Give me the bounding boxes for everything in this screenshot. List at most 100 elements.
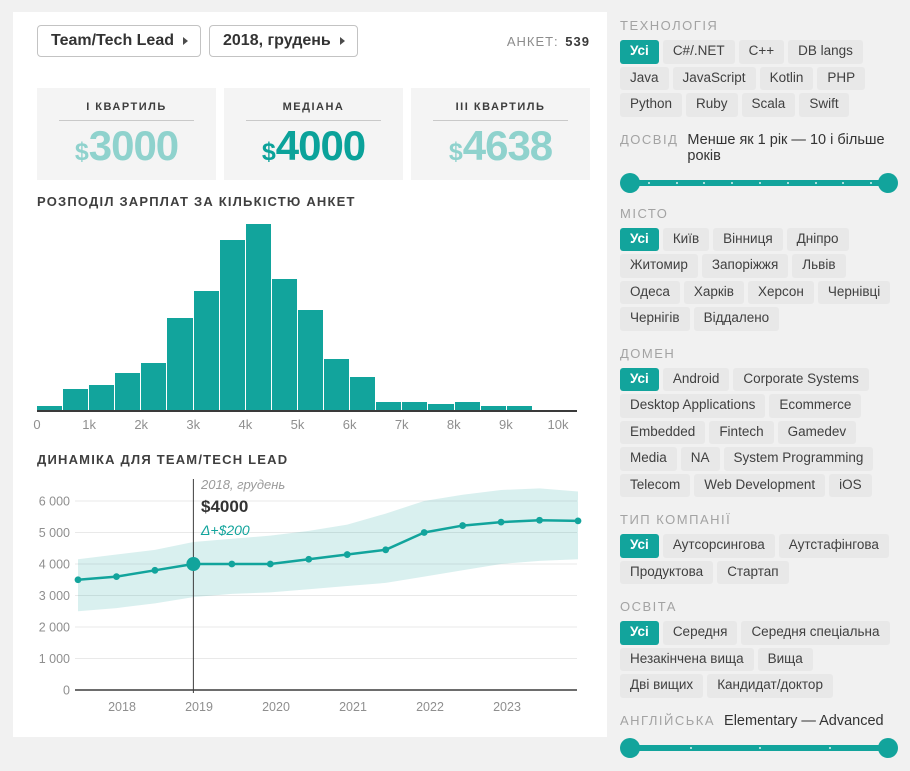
filter-chip[interactable]: C++ bbox=[738, 40, 785, 64]
filter-chip[interactable]: Незакінчена вища bbox=[620, 647, 754, 672]
y-axis-label: 4 000 bbox=[39, 558, 70, 572]
filter-chip[interactable]: Київ bbox=[662, 227, 710, 252]
data-point[interactable] bbox=[113, 573, 120, 581]
stat-label: ІІІ КВАРТИЛЬ bbox=[433, 101, 568, 121]
filter-chip[interactable]: Embedded bbox=[620, 420, 706, 445]
histogram-bar[interactable] bbox=[428, 404, 454, 411]
category-dropdown[interactable]: Team/Tech Lead bbox=[37, 24, 201, 58]
filter-chip[interactable]: Дві вищих bbox=[620, 674, 704, 698]
histogram-bar[interactable] bbox=[350, 376, 376, 411]
filter-chip[interactable]: DB langs bbox=[788, 40, 863, 64]
filter-chip[interactable]: Стартап bbox=[717, 560, 789, 585]
filter-chip-selected[interactable]: Усі bbox=[620, 621, 659, 645]
filter-chip[interactable]: Fintech bbox=[709, 420, 774, 445]
histogram-bar[interactable] bbox=[506, 406, 532, 411]
filter-chip[interactable]: Desktop Applications bbox=[620, 394, 766, 418]
filter-chip-selected[interactable]: Усі bbox=[620, 40, 659, 64]
histogram-bar[interactable] bbox=[297, 310, 324, 411]
data-point[interactable] bbox=[420, 529, 428, 536]
filter-chip[interactable]: Web Development bbox=[694, 473, 826, 498]
data-point[interactable] bbox=[459, 522, 467, 530]
histogram-bar[interactable] bbox=[37, 406, 63, 411]
stat-value: $4000 bbox=[261, 122, 366, 169]
filter-chip[interactable]: Дніпро bbox=[786, 227, 849, 252]
data-point[interactable] bbox=[305, 555, 313, 563]
filter-chip[interactable]: Аутстафінгова bbox=[778, 534, 889, 558]
filter-chip[interactable]: Кандидат/доктор bbox=[707, 674, 833, 698]
filter-chip[interactable]: JavaScript bbox=[672, 66, 756, 91]
data-point[interactable] bbox=[382, 546, 390, 554]
data-point-selected[interactable] bbox=[186, 557, 201, 572]
filter-chip[interactable]: PHP bbox=[817, 66, 866, 91]
histogram-bar[interactable] bbox=[63, 388, 89, 411]
slider-tick bbox=[814, 182, 817, 185]
stat-value: $3000 bbox=[74, 122, 179, 169]
filter-chip[interactable]: Житомир bbox=[620, 254, 698, 278]
filter-chip[interactable]: Чернівці bbox=[817, 280, 891, 305]
data-point[interactable] bbox=[74, 576, 82, 584]
filter-chip[interactable]: Середня спеціальна bbox=[741, 621, 890, 645]
data-point[interactable] bbox=[266, 560, 274, 568]
data-point[interactable] bbox=[536, 516, 543, 524]
histogram-bar[interactable] bbox=[141, 363, 167, 411]
filter-chip[interactable]: Аутсорсингова bbox=[662, 534, 775, 558]
histogram-bar[interactable] bbox=[271, 278, 297, 411]
histogram-bar[interactable] bbox=[245, 224, 271, 411]
filter-chip[interactable]: Запоріжжя bbox=[701, 254, 789, 278]
english-slider[interactable] bbox=[620, 737, 898, 759]
filter-chip[interactable]: Херсон bbox=[747, 280, 814, 305]
filter-chip[interactable]: iOS bbox=[829, 473, 872, 498]
filter-chip[interactable]: Віддалено bbox=[693, 307, 780, 331]
data-point[interactable] bbox=[343, 551, 351, 559]
histogram-bar[interactable] bbox=[167, 318, 193, 411]
data-point[interactable] bbox=[151, 566, 159, 574]
histogram-bar[interactable] bbox=[324, 359, 350, 411]
slider-handle-right[interactable] bbox=[878, 737, 898, 758]
filter-chip[interactable]: Продуктова bbox=[620, 560, 714, 585]
filter-chip[interactable]: Ecommerce bbox=[769, 394, 862, 418]
filter-chip[interactable]: Python bbox=[620, 93, 683, 117]
filter-chip-selected[interactable]: Усі bbox=[620, 367, 659, 392]
filter-chip[interactable]: Corporate Systems bbox=[733, 367, 869, 392]
filter-chip[interactable]: Одеса bbox=[620, 280, 680, 305]
filter-chip-selected[interactable]: Усі bbox=[620, 534, 659, 558]
experience-slider[interactable] bbox=[620, 172, 898, 194]
histogram-bar[interactable] bbox=[454, 402, 480, 411]
histogram-bar[interactable] bbox=[89, 384, 115, 411]
filter-chip[interactable]: Вінниця bbox=[713, 227, 783, 252]
filter-chip[interactable]: Харків bbox=[683, 280, 744, 305]
filter-chip[interactable]: Scala bbox=[741, 93, 796, 117]
slider-handle-left[interactable] bbox=[620, 737, 640, 758]
histogram-bar[interactable] bbox=[193, 290, 219, 411]
filter-chip[interactable]: Ruby bbox=[686, 93, 738, 117]
filter-chip[interactable]: Swift bbox=[799, 93, 849, 117]
filter-chip[interactable]: Telecom bbox=[620, 473, 691, 498]
filter-chip[interactable]: Львів bbox=[792, 254, 846, 278]
filter-chip-selected[interactable]: Усі bbox=[620, 227, 659, 252]
filter-chip[interactable]: Середня bbox=[662, 621, 738, 645]
period-dropdown[interactable]: 2018, грудень bbox=[209, 24, 358, 58]
histogram-bar[interactable] bbox=[402, 402, 428, 411]
slider-handle-left[interactable] bbox=[620, 172, 640, 193]
histogram-bar[interactable] bbox=[219, 239, 245, 411]
slider-handle-right[interactable] bbox=[878, 172, 898, 193]
x-axis-label: 2021 bbox=[339, 700, 367, 714]
filter-chip[interactable]: Вища bbox=[757, 647, 813, 672]
filter-chip[interactable]: System Programming bbox=[723, 447, 874, 471]
histogram-bar[interactable] bbox=[376, 402, 402, 411]
histogram-bar[interactable] bbox=[480, 406, 506, 411]
histogram-bar[interactable] bbox=[115, 372, 141, 411]
data-point[interactable] bbox=[228, 560, 236, 568]
filter-chip[interactable]: Media bbox=[620, 447, 677, 471]
currency-sign: $ bbox=[261, 138, 276, 166]
filter-chip[interactable]: Android bbox=[662, 367, 730, 392]
filter-chip[interactable]: NA bbox=[680, 447, 720, 471]
filter-chip[interactable]: C#/.NET bbox=[662, 40, 735, 64]
filter-chip[interactable]: Kotlin bbox=[759, 66, 814, 91]
histogram-x-axis bbox=[37, 410, 577, 413]
filter-chip[interactable]: Gamedev bbox=[777, 420, 857, 445]
data-point[interactable] bbox=[574, 517, 582, 525]
filter-chip[interactable]: Чернігів bbox=[620, 307, 690, 331]
filter-chip[interactable]: Java bbox=[620, 66, 669, 91]
data-point[interactable] bbox=[497, 518, 505, 526]
